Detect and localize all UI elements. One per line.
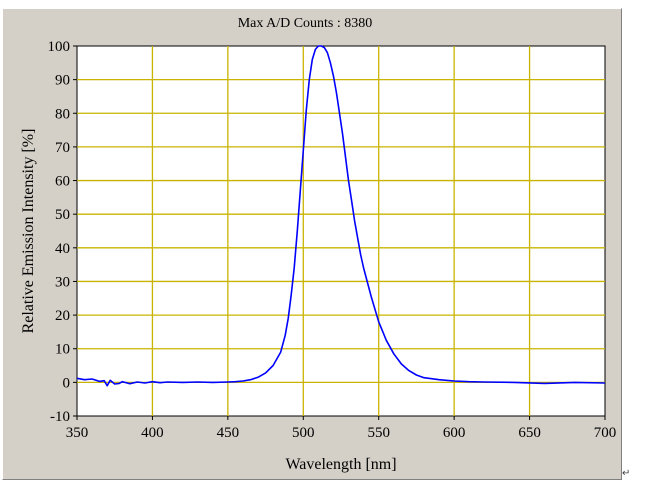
spectrum-line (76, 45, 606, 387)
y-tick-label: 0 (63, 375, 71, 391)
series-layer (76, 45, 606, 387)
y-tick-label: 60 (55, 174, 70, 190)
chart-canvas: Max A/D Counts : 8380 350 400 450 500 550 600… (20, 16, 617, 473)
x-tick-label: 700 (594, 425, 617, 441)
chart-title: Max A/D Counts : 8380 (238, 16, 373, 31)
y-tick-label: 50 (55, 207, 70, 223)
y-axis-label: Relative Emission Intensity [%] (20, 129, 37, 334)
y-tick-label: 30 (55, 274, 70, 290)
return-mark: ↵ (622, 468, 631, 479)
x-tick-label: 500 (292, 425, 315, 441)
x-tick-label: 350 (66, 425, 89, 441)
chart-frame: Max A/D Counts : 8380 350 400 450 500 550 600… (2, 8, 622, 480)
y-tick-label: 90 (55, 73, 70, 89)
x-tick-label: 400 (141, 425, 164, 441)
tick-layer: 350 400 450 500 550 600 650 700 -10 0 10 20 30 40 50 60… (48, 39, 617, 441)
x-tick-label: 650 (518, 425, 541, 441)
y-tick-label: 40 (55, 241, 70, 257)
y-tick-label: -10 (50, 409, 70, 425)
y-tick-label: 100 (48, 39, 71, 55)
y-tick-label: 20 (55, 308, 70, 324)
grid-layer (77, 46, 605, 416)
y-tick-label: 70 (55, 140, 70, 156)
plot-area (76, 45, 606, 417)
x-axis-label: Wavelength [nm] (285, 456, 396, 473)
x-tick-label: 450 (217, 425, 240, 441)
x-tick-label: 550 (367, 425, 390, 441)
x-tick-label: 600 (443, 425, 466, 441)
y-tick-label: 80 (55, 106, 70, 122)
y-tick-label: 10 (55, 342, 70, 358)
